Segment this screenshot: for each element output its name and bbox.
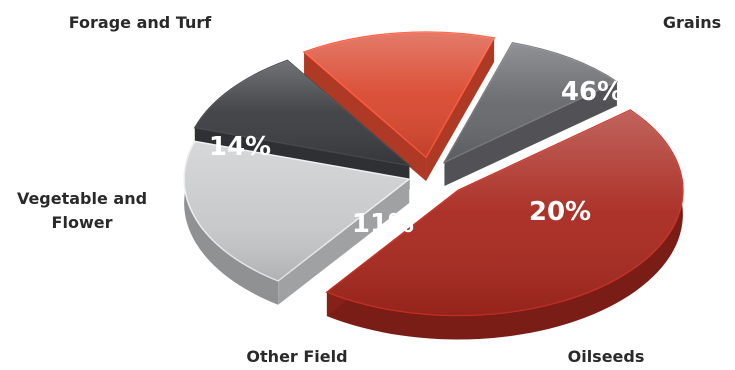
- pie-slice-grains: [325, 109, 684, 340]
- category-label-grains: Grains: [663, 13, 721, 32]
- pie-slice-forage-and-turf: [442, 42, 619, 187]
- category-label-other-field: Other Field: [246, 347, 347, 366]
- slice-edge: [444, 81, 617, 187]
- slice-edge: [426, 38, 495, 182]
- slice-edge: [278, 179, 410, 305]
- slice-highlight: [326, 110, 683, 316]
- slice-highlight: [304, 32, 495, 158]
- value-label-vegetable-and-flower: 14%: [209, 132, 271, 162]
- pie-labels: 46% 20% 11% 14% 9% Grains Oilseeds Other Field V…: [17, 13, 721, 366]
- value-label-grains: 46%: [561, 77, 623, 107]
- pie-slice-oilseeds: [183, 140, 411, 305]
- value-label-other-field: 11%: [352, 209, 414, 239]
- value-label-forage-and-turf: 9%: [238, 33, 282, 63]
- slice-highlight: [184, 141, 410, 281]
- value-label-oilseeds: 20%: [529, 197, 591, 227]
- slice-highlight: [194, 60, 410, 166]
- category-label-oilseeds: Oilseeds: [568, 347, 645, 366]
- pie-slices: [183, 31, 684, 340]
- slice-edge: [304, 52, 427, 182]
- category-label-forage-and-turf: Forage and Turf: [69, 13, 212, 32]
- slice-highlight: [444, 42, 617, 163]
- category-label-vegetable-and-flower: Vegetable and Flower: [17, 189, 147, 232]
- pie-slice-vegetable-and-flower: [302, 31, 496, 182]
